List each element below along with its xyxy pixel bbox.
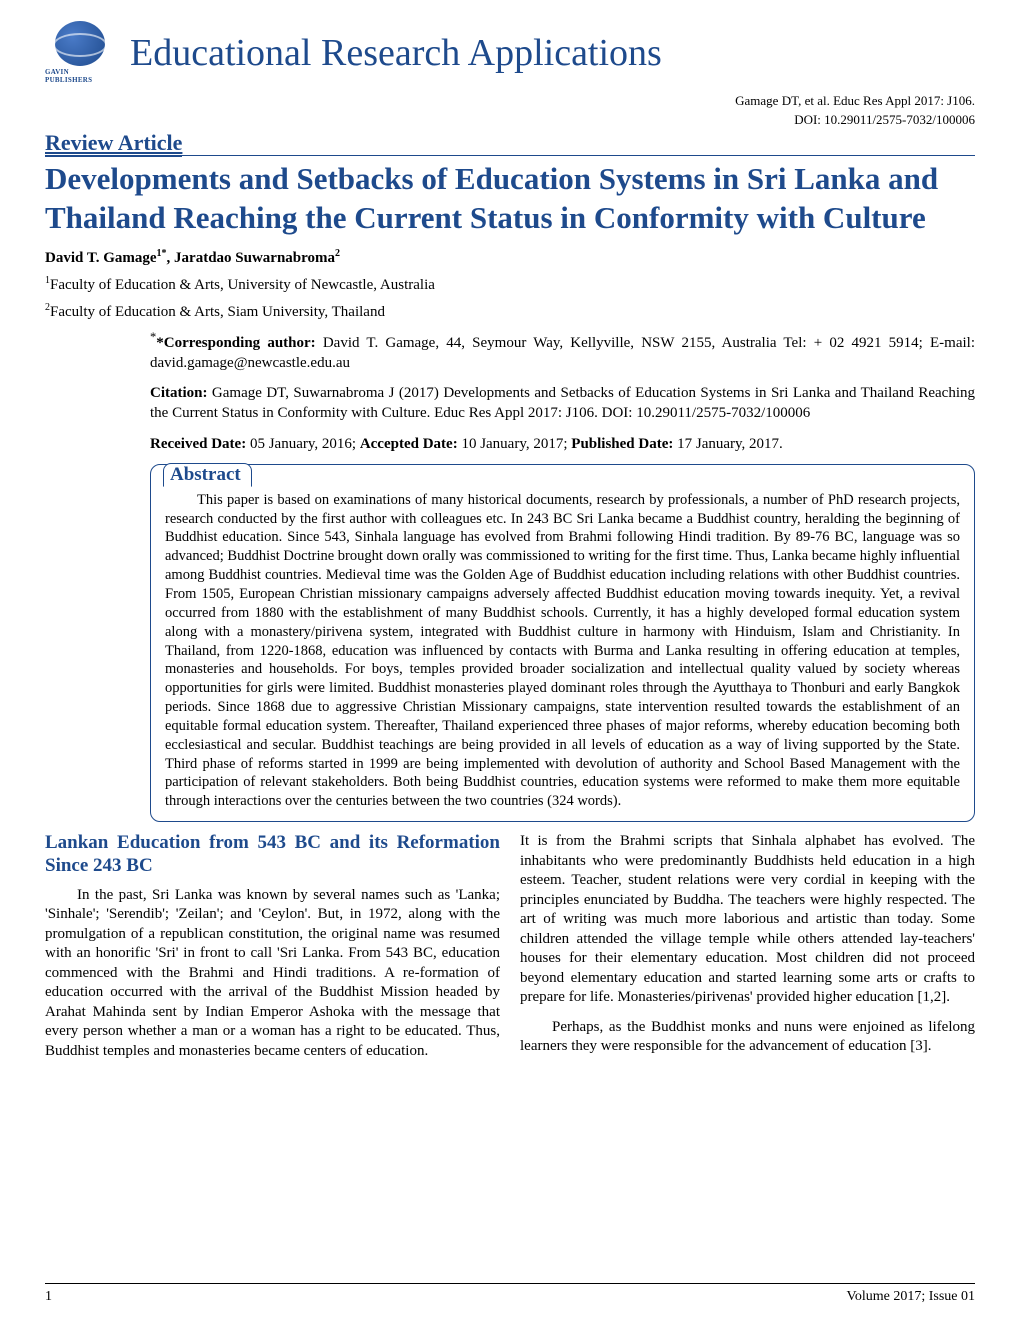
journal-title: Educational Research Applications [130,31,662,75]
citation-block: Citation: Gamage DT, Suwarnabroma J (201… [150,383,975,424]
affiliation-1: 1Faculty of Education & Arts, University… [45,275,975,294]
corresponding-author: **Corresponding author: David T. Gamage,… [150,329,975,374]
page-footer: 1 Volume 2017; Issue 01 [45,1283,975,1305]
section-heading: Lankan Education from 543 BC and its Ref… [45,832,500,878]
article-title: Developments and Setbacks of Education S… [45,160,975,238]
page-header: GAVIN PUBLISHERS Educational Research Ap… [45,20,975,85]
body-p2: It is from the Brahmi scripts that Sinha… [520,832,975,1008]
doi-text: DOI: 10.29011/2575-7032/100006 [45,112,975,128]
abstract-heading: Abstract [163,463,252,487]
article-type: Review Article [45,130,182,157]
body-p3: Perhaps, as the Buddhist monks and nuns … [520,1018,975,1057]
body-p1: In the past, Sri Lanka was known by seve… [45,886,500,1062]
publisher-logo: GAVIN PUBLISHERS [45,20,115,85]
globe-icon [55,21,105,66]
abstract-text: This paper is based on examinations of m… [165,491,960,811]
publisher-name: GAVIN PUBLISHERS [45,68,115,84]
body-columns: Lankan Education from 543 BC and its Ref… [45,832,975,1069]
authors-line: David T. Gamage1*, Jaratdao Suwarnabroma… [45,248,975,267]
divider [45,155,975,156]
page-number: 1 [45,1289,52,1305]
issue-label: Volume 2017; Issue 01 [847,1289,975,1305]
abstract-box: Abstract This paper is based on examinat… [150,464,975,822]
dates-block: Received Date: 05 January, 2016; Accepte… [150,434,975,454]
header-citation: Gamage DT, et al. Educ Res Appl 2017: J1… [45,93,975,109]
affiliation-2: 2Faculty of Education & Arts, Siam Unive… [45,302,975,321]
